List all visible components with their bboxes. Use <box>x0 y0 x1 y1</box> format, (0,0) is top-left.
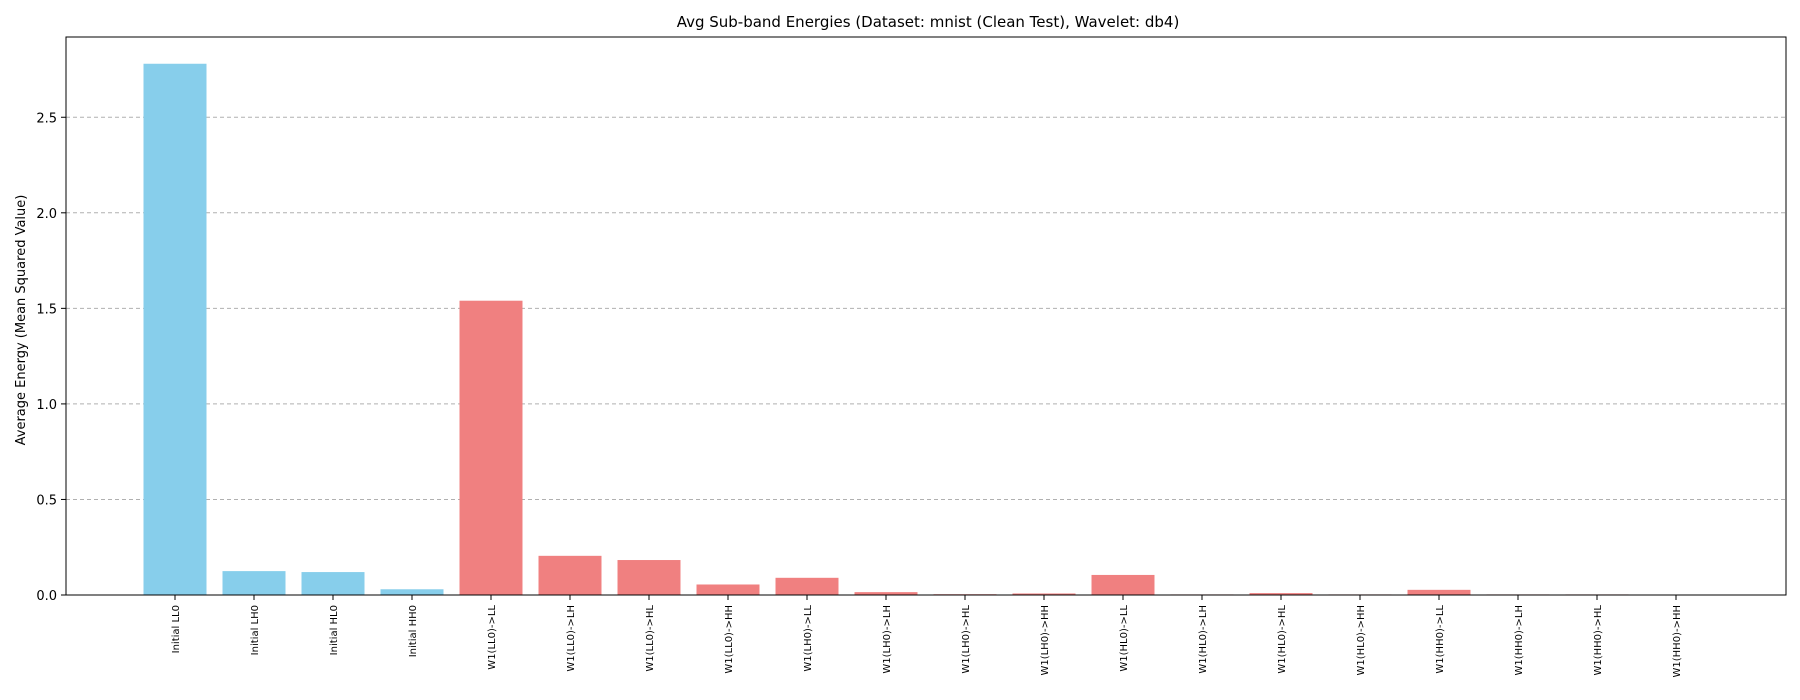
plot-frame <box>65 36 1787 596</box>
y-tick-label: 0.0 <box>36 589 57 604</box>
x-tick-label: W1(HL0)->HH <box>1356 605 1367 676</box>
bars <box>143 63 1708 596</box>
bar <box>854 592 918 595</box>
x-tick-label: W1(LL0)->HL <box>645 605 656 672</box>
y-tick-label: 1.5 <box>36 302 57 317</box>
bar <box>380 589 444 595</box>
x-tick-label: W1(LL0)->HH <box>724 605 735 674</box>
chart-title: Avg Sub-band Energies (Dataset: mnist (C… <box>677 13 1180 31</box>
x-tick-label: W1(HL0)->LL <box>1119 605 1130 672</box>
bar <box>1249 593 1313 595</box>
x-tick-label: W1(LH0)->LH <box>882 605 893 674</box>
bar <box>1012 593 1076 595</box>
bar <box>1407 589 1471 595</box>
bar <box>143 63 207 596</box>
bar <box>301 572 365 595</box>
y-tick-label: 1.0 <box>36 398 57 413</box>
bar <box>617 560 681 595</box>
bar <box>775 577 839 595</box>
x-tick-label: Initial LL0 <box>171 605 182 653</box>
x-tick-label: W1(HL0)->LH <box>1198 605 1209 674</box>
y-tick-label: 2.0 <box>36 207 57 222</box>
bar <box>222 571 286 595</box>
y-tick-label: 2.5 <box>36 111 57 126</box>
x-tick-label: Initial LH0 <box>250 605 261 655</box>
grid-lines <box>66 116 1786 500</box>
x-tick-label: W1(LH0)->HH <box>1040 605 1051 676</box>
bar <box>696 584 760 595</box>
bar <box>538 555 602 595</box>
bar <box>1091 574 1155 595</box>
x-tick-label: W1(LH0)->LL <box>803 605 814 672</box>
y-axis-label: Average Energy (Mean Squared Value) <box>14 195 29 446</box>
x-tick-label: W1(HH0)->HH <box>1672 605 1683 677</box>
x-tick-label: W1(LL0)->LL <box>487 605 498 670</box>
y-axis-ticks: 0.0 0.5 1.0 1.5 2.0 2.5 <box>36 111 66 604</box>
x-tick-label: W1(HH0)->LH <box>1514 605 1525 676</box>
x-tick-label: Initial HL0 <box>329 605 340 655</box>
x-tick-label: W1(HL0)->HL <box>1277 605 1288 674</box>
y-tick-label: 0.5 <box>36 493 57 508</box>
bar <box>459 300 523 595</box>
x-tick-label: W1(HH0)->LL <box>1435 605 1446 674</box>
x-tick-label: W1(LH0)->HL <box>961 605 972 674</box>
x-tick-label: Initial HH0 <box>408 605 419 657</box>
x-axis-ticks: Initial LL0 Initial LH0 Initial HL0 Initial… <box>171 595 1683 677</box>
x-tick-label: W1(LL0)->LH <box>566 605 577 672</box>
x-tick-label: W1(HH0)->HL <box>1593 605 1604 676</box>
